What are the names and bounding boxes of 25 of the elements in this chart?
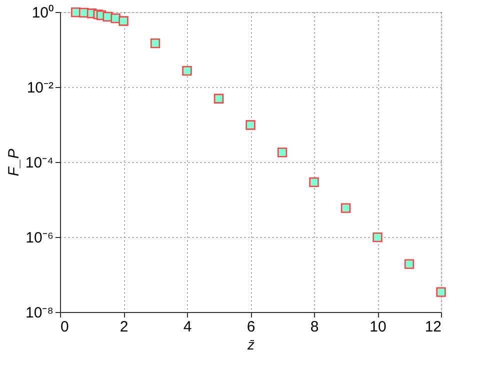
x-tick-label: 6: [246, 318, 256, 336]
point: [150, 38, 160, 48]
point: [309, 177, 319, 187]
x-tick-label: 8: [310, 318, 319, 336]
point: [246, 120, 256, 130]
point: [277, 148, 288, 158]
y-tick-label: 10⁻⁶: [26, 230, 54, 246]
x-tick-label: 12: [424, 318, 442, 336]
y-tick-label: 10⁻⁸: [25, 304, 54, 322]
point: [118, 16, 128, 26]
x-axis-title: z̄: [246, 336, 254, 352]
x-tick-label: 2: [120, 318, 128, 336]
point: [340, 203, 351, 213]
point: [214, 94, 224, 104]
x-tick-label: 10: [370, 318, 386, 336]
x-tick-label: 0: [60, 318, 69, 336]
y-tick-label: 10⁻⁴: [25, 154, 54, 172]
x-tick-label: 4: [183, 318, 192, 336]
point: [404, 259, 414, 269]
point: [372, 232, 382, 242]
point: [182, 66, 192, 76]
y-tick-label: 10⁻²: [26, 80, 54, 96]
y-tick-label: 10⁰: [32, 4, 54, 22]
y-axis-title: F_P: [5, 148, 22, 176]
point: [436, 287, 446, 297]
